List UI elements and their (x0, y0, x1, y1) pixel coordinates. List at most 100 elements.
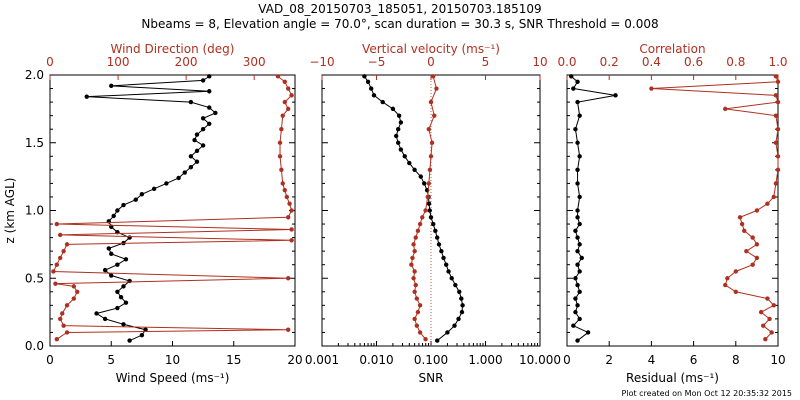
y-tick-label: 1.5 (25, 136, 44, 150)
data-point (407, 160, 412, 166)
bottom-axis-label: Residual (ms⁻¹) (626, 371, 719, 385)
data-point (573, 127, 578, 132)
data-point (575, 79, 580, 84)
data-point (109, 83, 114, 89)
data-point (460, 303, 465, 308)
data-point (750, 262, 755, 267)
data-point (285, 215, 291, 220)
data-point (575, 282, 580, 288)
data-point (289, 208, 294, 213)
data-point (435, 338, 440, 343)
data-point (426, 201, 432, 206)
data-point (575, 208, 580, 213)
data-point (54, 337, 60, 342)
data-point (426, 181, 432, 186)
bottom-tick-label: 20 (287, 353, 302, 367)
data-point (207, 121, 212, 126)
bottom-tick-label: 0.010 (359, 353, 393, 367)
data-point (417, 303, 423, 308)
data-point (459, 309, 465, 315)
data-point (396, 113, 402, 118)
data-point (84, 94, 89, 99)
data-point (573, 276, 578, 281)
data-point (64, 303, 70, 308)
data-point (421, 181, 427, 186)
data-point (575, 99, 580, 105)
bottom-axis-label: SNR (419, 371, 444, 385)
data-point (200, 78, 206, 83)
data-point (773, 113, 779, 118)
data-point (194, 148, 200, 154)
data-point (61, 323, 66, 328)
data-point (151, 186, 157, 192)
data-point (282, 79, 287, 84)
data-point (413, 235, 418, 240)
y-tick-label: 1.0 (25, 204, 44, 218)
data-point (453, 282, 458, 288)
data-point (188, 154, 194, 159)
data-point (409, 262, 414, 267)
data-point (415, 228, 421, 234)
data-point (64, 330, 70, 335)
data-point (575, 215, 580, 220)
data-point (200, 143, 206, 148)
top-tick-label: 0 (46, 55, 54, 69)
data-point (275, 74, 281, 79)
data-point (742, 228, 747, 234)
data-point (775, 154, 781, 159)
bottom-tick-label: 0 (46, 353, 54, 367)
data-point (449, 276, 454, 281)
top-tick-label: 0.4 (642, 55, 661, 69)
chart-title-line2: Nbeams = 8, Elevation angle = 70.0°, sca… (141, 17, 659, 31)
data-point (432, 113, 437, 118)
data-point (427, 167, 433, 173)
data-point (575, 181, 580, 186)
data-point (282, 99, 287, 105)
bottom-tick-label: 10 (770, 353, 785, 367)
data-point (773, 93, 779, 98)
data-point (725, 276, 730, 281)
data-point (413, 282, 418, 288)
data-point (575, 235, 580, 240)
bottom-tick-label: 15 (226, 353, 241, 367)
data-point (459, 296, 464, 301)
data-point (412, 289, 417, 294)
chart-title-line1: VAD_08_20150703_185051, 20150703.185109 (258, 2, 542, 16)
data-point (61, 248, 66, 254)
data-point (457, 289, 462, 294)
data-point (102, 267, 108, 273)
data-point (411, 276, 416, 281)
bottom-axis-label: Wind Speed (ms⁻¹) (116, 371, 230, 385)
data-point (412, 316, 417, 322)
top-tick-label: 100 (107, 55, 130, 69)
data-point (395, 127, 401, 132)
data-point (279, 127, 284, 132)
bottom-tick-label: 6 (690, 353, 698, 367)
data-point (428, 99, 434, 105)
data-point (289, 227, 294, 232)
bottom-tick-label: 4 (648, 353, 656, 367)
data-point (282, 187, 287, 193)
top-tick-label: −5 (368, 55, 386, 69)
data-point (115, 305, 120, 311)
bottom-tick-label: 0.001 (305, 353, 339, 367)
data-point (109, 251, 114, 257)
data-point (51, 269, 56, 274)
data-point (763, 337, 768, 342)
data-point (143, 327, 148, 332)
data-point (289, 238, 294, 243)
series-line-bottom (363, 76, 464, 341)
data-point (418, 174, 424, 179)
data-point (723, 282, 728, 288)
data-point (414, 323, 420, 328)
data-point (121, 322, 126, 327)
data-point (577, 154, 582, 159)
data-point (575, 248, 580, 254)
data-point (188, 164, 194, 170)
bottom-tick-label: 10 (165, 353, 180, 367)
data-point (415, 309, 421, 315)
data-point (395, 140, 401, 145)
data-point (573, 296, 578, 301)
data-point (737, 215, 743, 220)
data-point (569, 74, 574, 79)
